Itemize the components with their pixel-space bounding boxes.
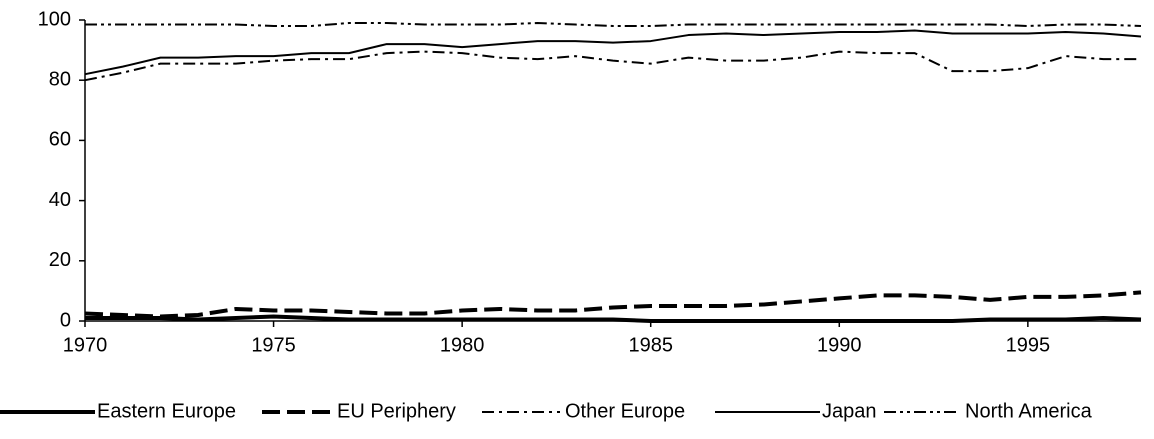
legend-label: Japan: [822, 400, 877, 422]
x-tick-label: 1995: [1006, 334, 1051, 356]
x-tick-label: 1970: [63, 334, 108, 356]
series-line: [84, 290, 1142, 319]
legend-label: Other Europe: [565, 400, 685, 422]
legend-label: Eastern Europe: [97, 400, 236, 422]
x-tick-label: 1975: [251, 334, 296, 356]
y-tick-label: 20: [49, 249, 71, 271]
y-tick-label: 100: [38, 8, 71, 30]
legend-label: North America: [965, 400, 1093, 422]
y-tick-label: 40: [49, 189, 71, 211]
x-tick-label: 1980: [440, 334, 485, 356]
y-tick-label: 60: [49, 129, 71, 151]
x-tick-label: 1985: [628, 334, 673, 356]
series-line: [85, 314, 1142, 323]
series-line: [85, 22, 1142, 28]
legend-label: EU Periphery: [337, 400, 456, 422]
x-tick-label: 1990: [817, 334, 862, 356]
y-tick-label: 80: [49, 68, 71, 90]
y-tick-label: 0: [60, 309, 71, 331]
series-line: [84, 50, 1141, 82]
series-line: [84, 29, 1142, 76]
